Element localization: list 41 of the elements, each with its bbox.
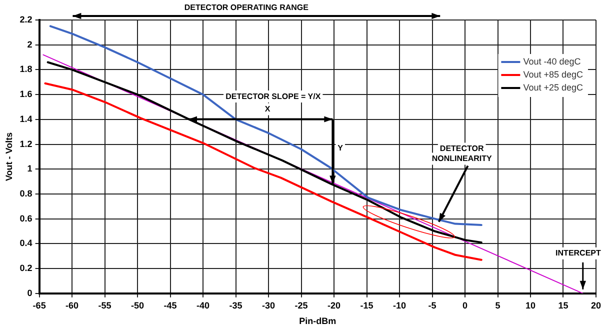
y-tick-label: 1.4	[20, 114, 32, 124]
x-tick-label: -15	[360, 300, 374, 310]
annotation: Y	[338, 144, 344, 153]
annotation: DETECTOR SLOPE = Y/X	[226, 92, 322, 101]
y-tick-label: 1.2	[20, 138, 32, 149]
y-tick-label: 0.2	[20, 263, 32, 274]
annotation: DETECTOR NONLINEARITY	[432, 144, 493, 164]
x-tick-label: -25	[294, 300, 308, 310]
x-axis-title: Pin-dBm	[299, 316, 336, 326]
y-tick-label: 1	[27, 164, 32, 174]
x-tick-label: -40	[196, 300, 210, 310]
x-tick-label: -60	[66, 300, 79, 310]
x-tick-label: 20	[590, 300, 601, 310]
x-tick-label: -65	[32, 300, 46, 310]
y-tick-label: 0.6	[20, 213, 32, 224]
y-tick-label: 0.8	[20, 188, 32, 198]
x-tick-label: -45	[164, 300, 177, 310]
y-tick-label: 1.6	[20, 89, 32, 100]
legend-label: Vout +25 degC	[523, 82, 584, 92]
y-tick-label: 0.4	[20, 238, 32, 248]
annotation: INTERCEPT	[556, 248, 601, 258]
x-tick-label: -35	[229, 300, 242, 310]
x-tick-label: 15	[558, 300, 568, 310]
x-tick-label: -20	[328, 300, 341, 310]
y-tick-label: 2.2	[20, 14, 32, 24]
x-tick-label: 10	[525, 300, 536, 310]
text: DETECTOR OPERATING RANGE	[184, 3, 310, 12]
x-tick-label: -5	[428, 300, 436, 310]
y-tick-label: 1.8	[20, 64, 32, 74]
x-tick-label: -10	[393, 300, 406, 310]
x-tick-label: -55	[98, 300, 112, 310]
y-tick-label: 0	[27, 288, 32, 298]
annotation: X	[264, 104, 271, 114]
x-tick-label: -50	[131, 300, 144, 310]
y-axis-title: Vout - Volts	[4, 132, 14, 182]
legend-label: Vout -40 degC	[523, 56, 582, 66]
x-tick-label: 0	[462, 300, 468, 310]
x-tick-label: -30	[262, 300, 276, 310]
x-tick-label: 5	[495, 300, 500, 310]
legend-label: Vout +85 degC	[523, 69, 584, 80]
y-tick-label: 2	[27, 39, 32, 50]
